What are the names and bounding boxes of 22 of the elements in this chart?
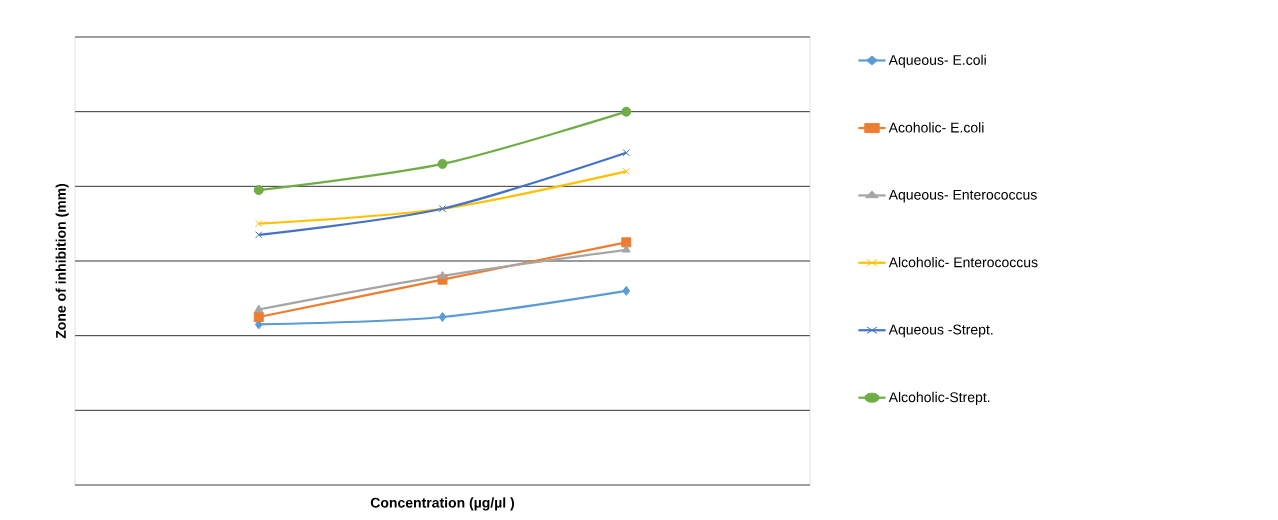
point (621, 106, 632, 117)
point (253, 185, 264, 196)
point (621, 244, 631, 253)
point (438, 312, 447, 322)
point (255, 231, 263, 239)
point (253, 312, 264, 322)
point (622, 149, 630, 157)
point (621, 237, 632, 248)
point (254, 304, 264, 313)
point (622, 167, 630, 176)
point (255, 219, 263, 228)
legend-label: Alcoholic-Strept. (888, 391, 990, 405)
legend-label: Aqueous- E.coli (888, 54, 986, 68)
point (437, 158, 448, 169)
legend-label: Aqueous- Enterococcus (888, 189, 1037, 203)
x-axis-title: Concentration (µg/µl ) (370, 497, 515, 511)
point (622, 285, 631, 296)
point (438, 270, 447, 279)
y-axis-title: Zone of inhibition (mm) (55, 183, 69, 339)
legend-label: Aqueous -Strept. (888, 324, 993, 338)
legend-label: Alcoholic- Enterococcus (888, 256, 1038, 268)
legend-label: Acoholic- E.coli (888, 122, 984, 133)
